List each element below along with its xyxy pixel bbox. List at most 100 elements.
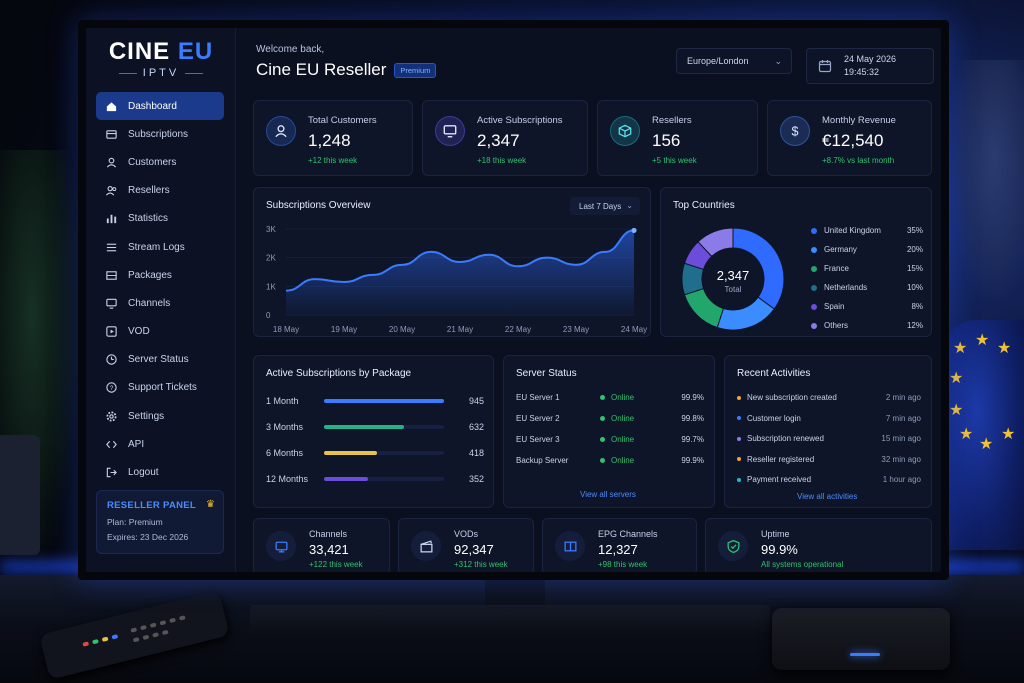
sidebar-item-customers[interactable]: Customers	[96, 148, 224, 176]
server-status: Online	[600, 414, 634, 423]
donut-hole	[703, 249, 763, 309]
activity-dot	[737, 416, 741, 420]
view-all-servers-link[interactable]: View all servers	[580, 490, 636, 499]
packages-title: Active Subscriptions by Package	[266, 368, 412, 379]
countries-donut: 2,347 Total	[681, 227, 785, 331]
range-select[interactable]: Last 7 Days ⌄	[570, 197, 640, 215]
legend-swatch	[811, 303, 817, 310]
sidebar-nav: Dashboard Subscriptions Customers Resellers…	[96, 92, 224, 487]
eu-flag: ★ ★ ★ ★ ★ ★ ★ ★	[945, 320, 1024, 550]
play-icon	[105, 326, 117, 337]
sidebar-item-vod[interactable]: VOD	[96, 318, 224, 346]
legend-label: Germany	[824, 245, 857, 254]
activity-time: 1 hour ago	[882, 475, 921, 484]
package-bar-fill	[324, 425, 405, 429]
sidebar-item-settings[interactable]: Settings	[96, 402, 224, 430]
activity-row: Subscription renewed 15 min ago	[737, 434, 921, 443]
crown-icon: ♛	[206, 499, 215, 510]
chevron-down-icon: ⌄	[774, 56, 782, 66]
sidebar-item-stream-logs[interactable]: Stream Logs	[96, 233, 224, 261]
legend-label: France	[824, 264, 849, 273]
sidebar-item-label: VOD	[128, 326, 150, 338]
stat-value: 1,248	[308, 131, 351, 150]
x-tick-label: 24 May	[621, 325, 647, 334]
sidebar-item-api[interactable]: API	[96, 430, 224, 458]
bottom-card-icon	[411, 531, 441, 561]
bottom-card-epg-channels: EPG Channels 12,327 +98 this week	[542, 518, 697, 572]
bottom-card-uptime: Uptime 99.9% All systems operational	[705, 518, 932, 572]
package-row: 3 Months 632	[266, 422, 484, 432]
server-name: EU Server 2	[516, 414, 560, 423]
page-title: Cine EU Reseller	[256, 60, 387, 79]
server-row: EU Server 1 Online 99.9%	[516, 393, 704, 402]
calendar-icon	[818, 60, 832, 73]
activity-text: Subscription renewed	[747, 434, 824, 443]
package-name: 1 Month	[266, 396, 299, 406]
gear-icon	[105, 411, 117, 422]
user-icon	[106, 157, 116, 168]
legend-item: Netherlands 10%	[811, 283, 923, 292]
legend-label: Spain	[824, 302, 845, 311]
activity-text: New subscription created	[747, 393, 837, 402]
stat-icon	[435, 116, 465, 146]
packages-card: Active Subscriptions by Package 1 Month 9…	[253, 355, 494, 508]
activity-dot	[737, 457, 741, 461]
tv-base	[250, 605, 770, 635]
server-name: Backup Server	[516, 456, 569, 465]
sidebar-item-logout[interactable]: Logout	[96, 458, 224, 486]
sidebar-item-subscriptions[interactable]: Subscriptions	[96, 120, 224, 148]
legend-percent: 35%	[906, 226, 923, 235]
donut-total-label: Total	[725, 285, 742, 294]
bottom-card-channels: Channels 33,421 +122 this week	[253, 518, 390, 572]
sidebar-icon	[104, 466, 118, 480]
server-row: EU Server 3 Online 99.7%	[516, 435, 704, 444]
status-dot	[600, 437, 605, 442]
wall-map	[950, 60, 1024, 300]
server-status: Online	[600, 393, 634, 402]
legend-item: Others 12%	[811, 321, 923, 330]
legend-label: Others	[824, 321, 849, 330]
bottom-card-label: Uptime	[761, 529, 790, 539]
sidebar-item-packages[interactable]: Packages	[96, 261, 224, 289]
stat-card-monthly-revenue: $ Monthly Revenue €12,540 +8.7% vs last mon…	[767, 100, 932, 176]
package-name: 12 Months	[266, 474, 309, 484]
tv-frame: CINE EU IPTV Dashboard Subscriptions Custo…	[78, 20, 949, 580]
x-tick-label: 20 May	[389, 325, 415, 334]
package-count: 945	[468, 396, 484, 406]
area-fill	[286, 230, 634, 315]
stat-label: Total Customers	[308, 115, 377, 126]
legend-item: Spain 8%	[811, 302, 923, 311]
stat-change: +18 this week	[477, 156, 527, 165]
time-text: 19:45:32	[844, 67, 880, 77]
view-all-activities-link[interactable]: View all activities	[797, 492, 858, 501]
sidebar-icon	[104, 296, 118, 310]
sidebar-item-dashboard[interactable]: Dashboard	[96, 92, 224, 121]
timezone-select[interactable]: Europe/London ⌄	[676, 48, 792, 74]
sidebar-icon	[104, 99, 118, 113]
sidebar-item-channels[interactable]: Channels	[96, 289, 224, 317]
stat-icon	[610, 116, 640, 146]
donut-total-value: 2,347	[717, 268, 750, 283]
server-uptime: 99.8%	[681, 414, 704, 423]
donut-slice	[697, 227, 734, 258]
sidebar-item-server-status[interactable]: Server Status	[96, 346, 224, 374]
package-bar-track	[324, 451, 444, 455]
server-uptime: 99.9%	[681, 393, 704, 402]
sidebar-item-statistics[interactable]: Statistics	[96, 205, 224, 233]
sidebar-icon	[104, 325, 118, 339]
set-top-box	[772, 608, 950, 670]
user-icon	[275, 125, 287, 138]
package-name: 6 Months	[266, 448, 304, 458]
activity-row: New subscription created 2 min ago	[737, 393, 921, 402]
sidebar-icon	[104, 184, 118, 198]
stat-card-active-subscriptions: Active Subscriptions 2,347 +18 this week	[422, 100, 588, 176]
server-status: Online	[600, 456, 634, 465]
x-tick-label: 21 May	[447, 325, 473, 334]
sidebar-item-resellers[interactable]: Resellers	[96, 177, 224, 205]
sidebar-item-support-tickets[interactable]: ? Support Tickets	[96, 374, 224, 402]
bottom-card-value: 12,327	[598, 542, 638, 557]
y-tick-label: 0	[266, 311, 271, 320]
activity-text: Customer login	[747, 413, 801, 423]
status-led	[850, 653, 880, 656]
legend-percent: 15%	[906, 264, 923, 273]
